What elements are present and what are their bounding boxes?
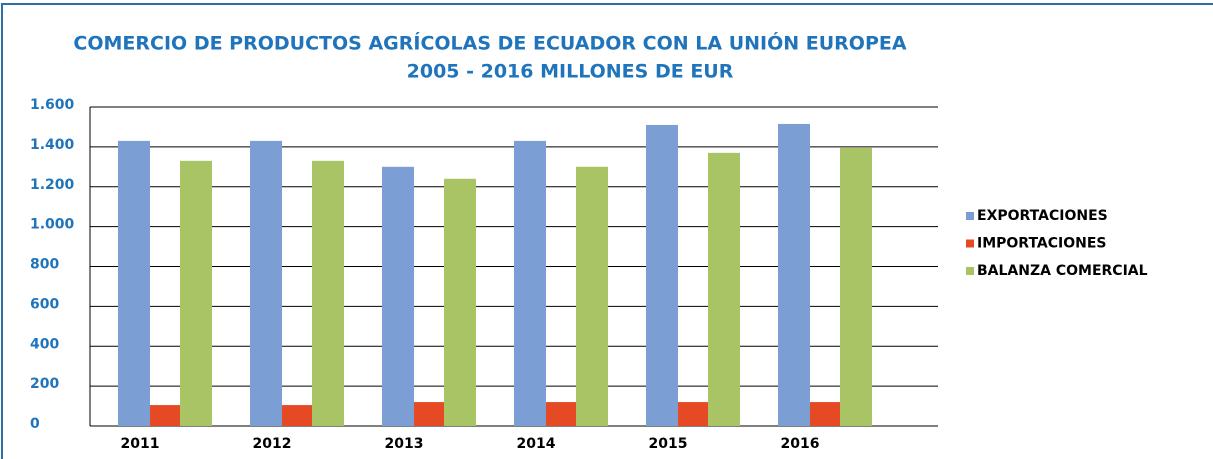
x-tick-label: 2015 (649, 436, 688, 452)
bar (646, 124, 678, 426)
bar (382, 166, 414, 426)
bar (576, 166, 608, 426)
chart-title: COMERCIO DE PRODUCTOS AGRÍCOLAS DE ECUAD… (73, 31, 906, 55)
bar (810, 402, 840, 426)
y-tick-label: 1.600 (30, 97, 75, 113)
y-tick-label: 1.200 (30, 177, 75, 193)
chart-subtitle: 2005 - 2016 MILLONES DE EUR (407, 61, 734, 83)
bar (778, 123, 810, 427)
bar (708, 152, 740, 426)
y-tick-label: 1.400 (30, 137, 75, 153)
y-tick-label: 200 (30, 376, 59, 392)
bar (414, 402, 444, 426)
legend-label: IMPORTACIONES (977, 236, 1107, 252)
x-tick-label: 2011 (121, 436, 160, 452)
legend-swatch (966, 212, 974, 220)
x-tick-label: 2012 (253, 436, 292, 452)
x-tick-label: 2016 (781, 436, 820, 452)
bar (250, 140, 282, 427)
y-tick-label: 0 (30, 416, 40, 432)
legend-swatch (966, 239, 974, 248)
bar (180, 160, 212, 427)
x-tick-label: 2013 (385, 436, 424, 452)
bar (444, 178, 476, 426)
legend-label: BALANZA COMERCIAL (977, 263, 1148, 279)
bar (546, 402, 576, 426)
frame (1, 3, 1213, 459)
y-tick-label: 1.000 (30, 217, 75, 233)
legend-label: EXPORTACIONES (977, 208, 1108, 224)
bar (118, 140, 150, 427)
y-tick-label: 600 (30, 296, 59, 312)
bar (840, 147, 872, 426)
x-tick-label: 2014 (517, 436, 556, 452)
bar (514, 140, 546, 427)
y-tick-label: 400 (30, 336, 59, 352)
bar (150, 405, 180, 426)
bar (678, 402, 708, 426)
bar (282, 405, 312, 426)
legend-swatch (966, 267, 974, 275)
bar (312, 160, 344, 427)
y-tick-label: 800 (30, 257, 59, 273)
